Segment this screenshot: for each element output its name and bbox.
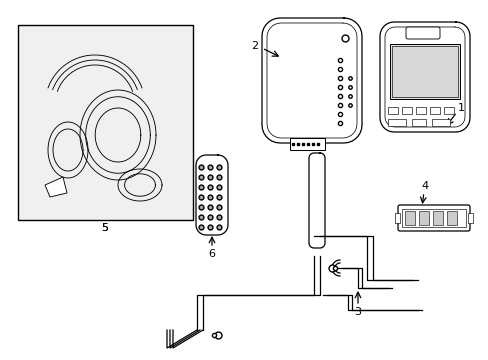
Bar: [404, 211, 414, 225]
Text: 5: 5: [102, 223, 108, 233]
Text: 3: 3: [354, 307, 361, 317]
Bar: [18, 25, 193, 220]
Text: 6: 6: [208, 249, 215, 259]
Bar: [446, 211, 456, 225]
Bar: [431, 119, 449, 126]
Bar: [443, 107, 453, 114]
Bar: [389, 44, 459, 99]
Bar: [415, 107, 425, 114]
Polygon shape: [45, 177, 67, 197]
Polygon shape: [379, 22, 469, 132]
Polygon shape: [308, 153, 325, 248]
Text: 4: 4: [421, 181, 427, 191]
Bar: [429, 107, 439, 114]
Bar: [387, 119, 405, 126]
FancyBboxPatch shape: [397, 205, 469, 231]
Bar: [289, 138, 325, 150]
Text: 2: 2: [251, 41, 258, 51]
Bar: [394, 213, 399, 223]
Text: 1: 1: [457, 103, 464, 113]
FancyBboxPatch shape: [405, 27, 439, 39]
Text: 5: 5: [102, 223, 108, 233]
Bar: [418, 211, 428, 225]
Polygon shape: [262, 18, 361, 143]
Bar: [401, 107, 411, 114]
Polygon shape: [196, 155, 227, 235]
Bar: [467, 213, 472, 223]
Bar: [391, 46, 457, 97]
Bar: [432, 211, 442, 225]
Bar: [387, 107, 397, 114]
Bar: [411, 119, 425, 126]
FancyBboxPatch shape: [401, 209, 465, 227]
